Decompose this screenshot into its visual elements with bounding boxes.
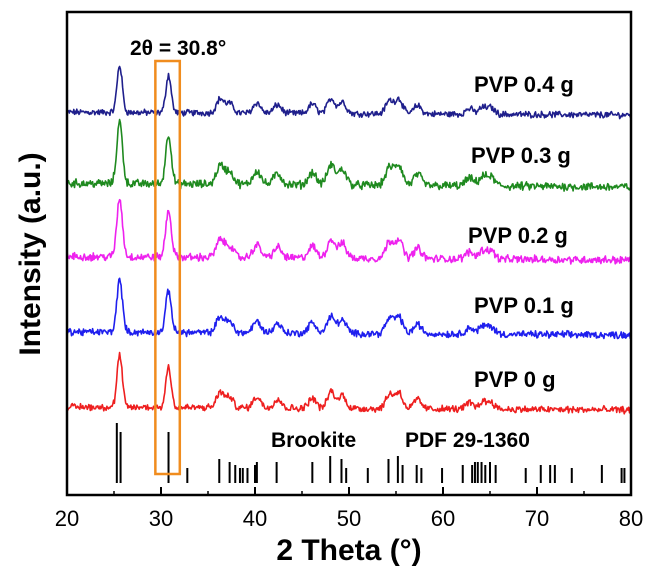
x-axis-ticks: 20 30 40 50 60 70 80 bbox=[55, 487, 643, 531]
highlight-box bbox=[155, 61, 179, 474]
x-axis-label: 2 Theta (°) bbox=[276, 534, 421, 566]
x-tick-label: 30 bbox=[149, 506, 173, 531]
series-label: PVP 0.1 g bbox=[474, 293, 574, 318]
series-label: PVP 0.4 g bbox=[474, 72, 574, 97]
series-label: PVP 0 g bbox=[474, 367, 556, 392]
series-label: PVP 0.3 g bbox=[471, 143, 571, 168]
y-axis-label: Intensity (a.u.) bbox=[14, 152, 47, 355]
series-label: PVP 0.2 g bbox=[468, 223, 568, 248]
x-tick-label: 50 bbox=[337, 506, 361, 531]
x-tick-label: 20 bbox=[55, 506, 79, 531]
x-tick-label: 70 bbox=[525, 506, 549, 531]
reference-pdf: PDF 29-1360 bbox=[405, 429, 530, 452]
series-labels: PVP 0.4 g PVP 0.3 g PVP 0.2 g PVP 0.1 g PVP … bbox=[468, 72, 574, 392]
reference-label: Brookite bbox=[271, 429, 356, 452]
reference-peaks bbox=[117, 423, 625, 483]
annotation-label: 2θ = 30.8° bbox=[130, 37, 226, 60]
x-tick-label: 80 bbox=[619, 506, 643, 531]
x-tick-label: 40 bbox=[243, 506, 267, 531]
x-tick-label: 60 bbox=[431, 506, 455, 531]
